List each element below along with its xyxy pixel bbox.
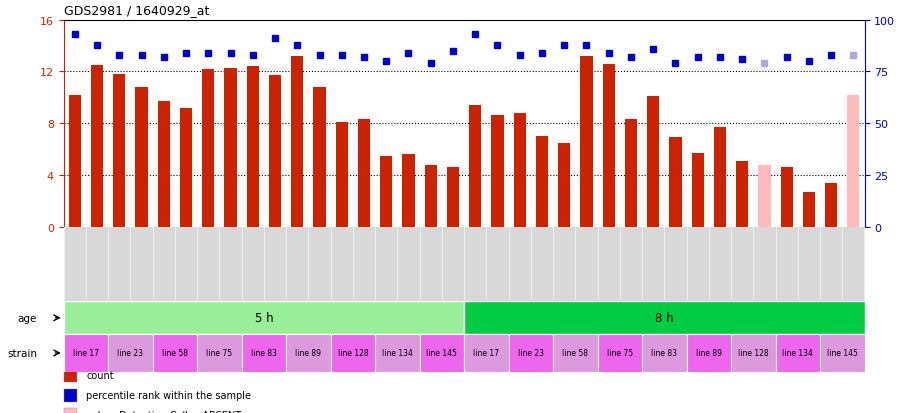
Text: line 89: line 89 [696, 349, 722, 358]
Text: age: age [17, 313, 37, 323]
Text: line 23: line 23 [518, 349, 544, 358]
Bar [491, 116, 503, 227]
Bar [470, 106, 481, 227]
Bar [64, 369, 77, 382]
Bar [447, 168, 460, 227]
Text: line 23: line 23 [117, 349, 144, 358]
Text: line 134: line 134 [382, 349, 413, 358]
Bar [736, 161, 748, 227]
Bar [513, 114, 526, 227]
Bar [375, 335, 420, 372]
Bar [686, 335, 731, 372]
Bar [64, 408, 77, 413]
Bar [291, 57, 303, 227]
Text: line 58: line 58 [162, 349, 188, 358]
Text: 8 h: 8 h [655, 311, 673, 325]
Text: line 89: line 89 [296, 349, 321, 358]
Text: line 83: line 83 [251, 349, 277, 358]
Bar [153, 335, 197, 372]
Bar [108, 335, 153, 372]
Bar [358, 120, 370, 227]
Text: line 128: line 128 [338, 349, 369, 358]
Bar [330, 335, 375, 372]
Bar [420, 335, 464, 372]
Bar [647, 97, 659, 227]
Bar [64, 389, 77, 402]
Bar [775, 335, 820, 372]
Bar [202, 70, 215, 227]
Text: GDS2981 / 1640929_at: GDS2981 / 1640929_at [64, 4, 209, 17]
Text: value, Detection Call = ABSENT: value, Detection Call = ABSENT [86, 410, 241, 413]
Text: line 17: line 17 [473, 349, 500, 358]
Bar [136, 88, 147, 227]
Text: line 145: line 145 [427, 349, 458, 358]
Bar [464, 335, 509, 372]
Bar [558, 143, 571, 227]
Bar [402, 155, 415, 227]
Text: percentile rank within the sample: percentile rank within the sample [86, 390, 251, 400]
Bar [242, 335, 286, 372]
Text: line 128: line 128 [738, 349, 769, 358]
Bar [286, 335, 330, 372]
Text: line 145: line 145 [827, 349, 858, 358]
Bar [313, 88, 326, 227]
Bar [157, 102, 170, 227]
Bar [91, 66, 103, 227]
Bar [692, 154, 703, 227]
Bar [509, 335, 553, 372]
Text: line 75: line 75 [607, 349, 632, 358]
Bar [803, 192, 815, 227]
Bar [625, 120, 637, 227]
Bar [825, 183, 837, 227]
Bar [197, 335, 242, 372]
Text: line 83: line 83 [652, 349, 677, 358]
Bar [553, 335, 598, 372]
Bar [602, 64, 615, 227]
Bar [180, 109, 192, 227]
Bar [380, 156, 392, 227]
Bar [269, 76, 281, 227]
Text: 5 h: 5 h [255, 311, 273, 325]
Bar [642, 335, 686, 372]
Bar [669, 138, 682, 227]
Text: count: count [86, 370, 114, 380]
Text: line 17: line 17 [73, 349, 99, 358]
Bar [820, 335, 864, 372]
Text: strain: strain [7, 348, 37, 358]
Bar [598, 335, 642, 372]
Bar [536, 137, 548, 227]
Bar [781, 168, 793, 227]
Bar [64, 301, 464, 335]
Bar [758, 165, 771, 227]
Text: line 58: line 58 [562, 349, 589, 358]
Bar [847, 95, 859, 227]
Bar [425, 165, 437, 227]
Text: line 75: line 75 [207, 349, 232, 358]
Bar [336, 123, 348, 227]
Bar [113, 75, 126, 227]
Bar [713, 128, 726, 227]
Bar [581, 57, 592, 227]
Bar [225, 69, 237, 227]
Bar [69, 95, 81, 227]
Bar [464, 301, 864, 335]
Bar [247, 67, 258, 227]
Text: line 134: line 134 [783, 349, 814, 358]
Bar [64, 335, 108, 372]
Bar [731, 335, 775, 372]
